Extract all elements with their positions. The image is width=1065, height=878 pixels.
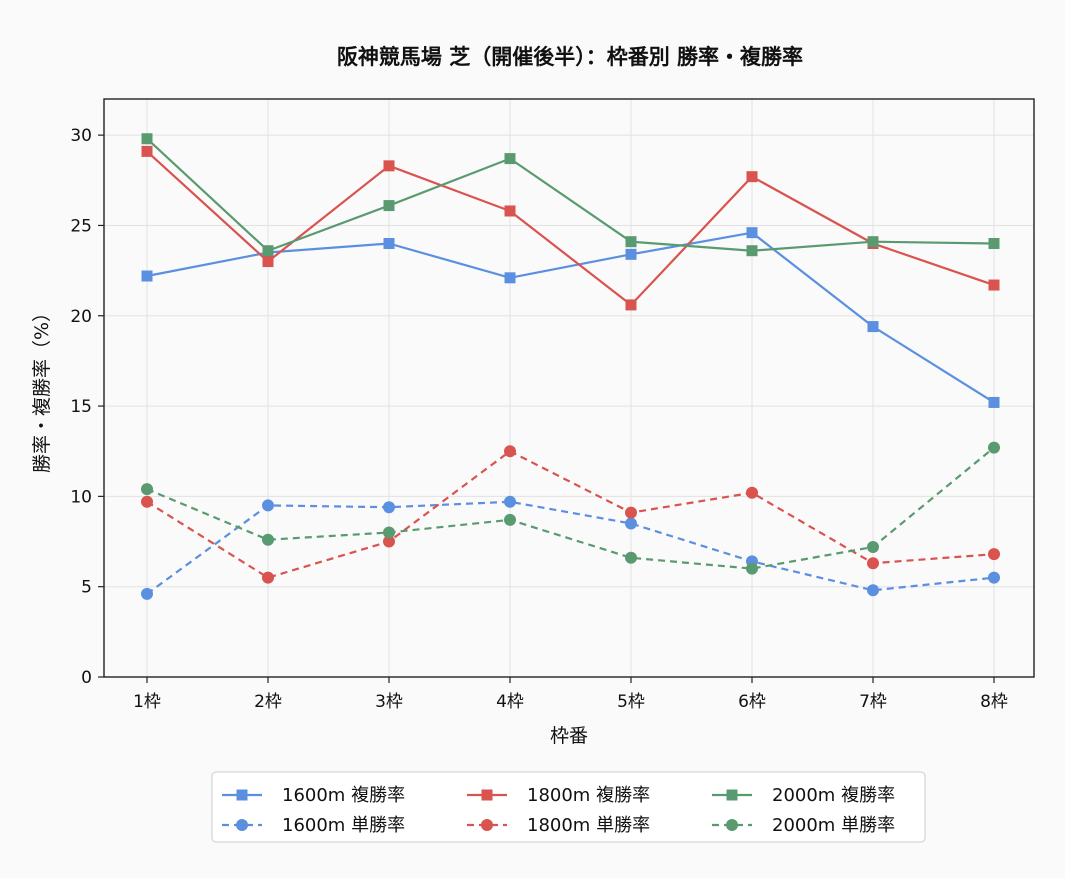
series-4 [141,133,1000,257]
data-point [625,248,637,260]
y-tick-label: 20 [70,307,92,327]
data-point [867,540,879,553]
data-point [746,227,758,239]
data-point [746,245,758,257]
x-tick-label: 5枠 [617,692,645,712]
data-point [988,441,1000,454]
y-tick-label: 10 [70,487,92,507]
data-point [867,557,879,570]
data-point [988,238,1000,249]
legend-entries: 1600m 複勝率 1600m 単勝率 1800m 複勝率 1800m 単勝率 2000… [222,785,895,836]
data-point [504,445,516,458]
x-tick-label: 4枠 [496,692,524,712]
data-point [504,513,516,526]
legend-label: 1800m 複勝率 [527,785,650,806]
y-tick-label: 15 [70,397,92,417]
y-axis-label: 勝率・複勝率（%） [31,303,53,473]
legend-marker [481,789,493,801]
data-point [746,171,758,183]
plot-background [104,99,1034,677]
data-point [867,584,879,597]
legend-label: 1800m 単勝率 [527,815,650,836]
plot-frame [103,98,1035,678]
legend-label: 2000m 複勝率 [772,785,895,806]
y-tick-label: 25 [70,216,92,236]
data-point [383,200,395,212]
chart-title: 阪神競馬場 芝（開催後半）：枠番別 勝率・複勝率 [337,45,803,69]
data-point [141,587,153,600]
data-point [262,256,274,268]
legend-item: 1800m 単勝率 [467,815,650,836]
x-tick-label: 6枠 [738,692,766,712]
data-point [746,486,758,499]
legend: 1600m 複勝率 1600m 単勝率 1800m 複勝率 1800m 単勝率 2000… [211,771,926,843]
data-point [625,506,637,519]
data-point [141,133,153,145]
x-tick-label: 8枠 [980,692,1008,712]
data-point [988,571,1000,584]
series-5 [141,441,1000,575]
data-point [141,145,153,157]
data-point [504,495,516,508]
series-line [146,500,995,595]
legend-label: 1600m 複勝率 [282,785,405,806]
legend-item: 1800m 複勝率 [467,785,650,806]
x-tick-label: 1枠 [133,692,161,712]
series-line [146,446,995,570]
data-point [988,396,1000,408]
legend-marker [481,819,493,831]
data-point [504,205,516,217]
x-tick-label: 3枠 [375,692,403,712]
axis-ticks: 0 5 10 15 20 25 30 1枠 2枠 3枠 4枠 5枠 6枠 7枠 8枠 [70,126,1008,712]
data-point [625,551,637,564]
legend-item: 2000m 単勝率 [712,815,895,836]
data-point [867,321,879,333]
data-point [141,483,153,496]
data-point [383,535,395,548]
legend-label: 1600m 単勝率 [282,815,405,836]
legend-marker [236,819,248,831]
data-point [383,160,395,172]
legend-item: 1600m 複勝率 [222,785,405,806]
data-point [988,279,1000,291]
y-tick-label: 30 [70,126,92,146]
legend-item: 2000m 複勝率 [712,785,895,806]
data-point [988,548,1000,561]
data-point [867,236,879,248]
data-point [141,270,153,282]
x-tick-label: 2枠 [254,692,282,712]
data-point [383,501,395,514]
data-point [262,571,274,584]
legend-marker [726,819,738,831]
legend-marker [726,789,738,801]
data-point [625,236,637,248]
data-point [383,238,395,249]
series-line [146,137,995,252]
y-tick-label: 0 [81,668,92,688]
legend-marker [236,789,248,801]
data-point [262,499,274,512]
data-point [625,517,637,530]
data-point [504,153,516,165]
series-layer [141,133,1000,600]
y-tick-label: 5 [81,578,92,598]
x-axis-label: 枠番 [550,725,588,747]
series-line [146,150,995,307]
data-point [383,526,395,539]
data-point [504,272,516,284]
data-point [262,533,274,546]
x-tick-label: 7枠 [859,692,887,712]
data-point [262,245,274,257]
legend-box [211,771,926,843]
data-point [746,562,758,575]
series-line [146,231,995,404]
legend-item: 1600m 単勝率 [222,815,405,836]
legend-label: 2000m 単勝率 [772,815,895,836]
data-point [625,299,637,311]
grid-lines [104,99,1034,678]
data-point [141,495,153,508]
